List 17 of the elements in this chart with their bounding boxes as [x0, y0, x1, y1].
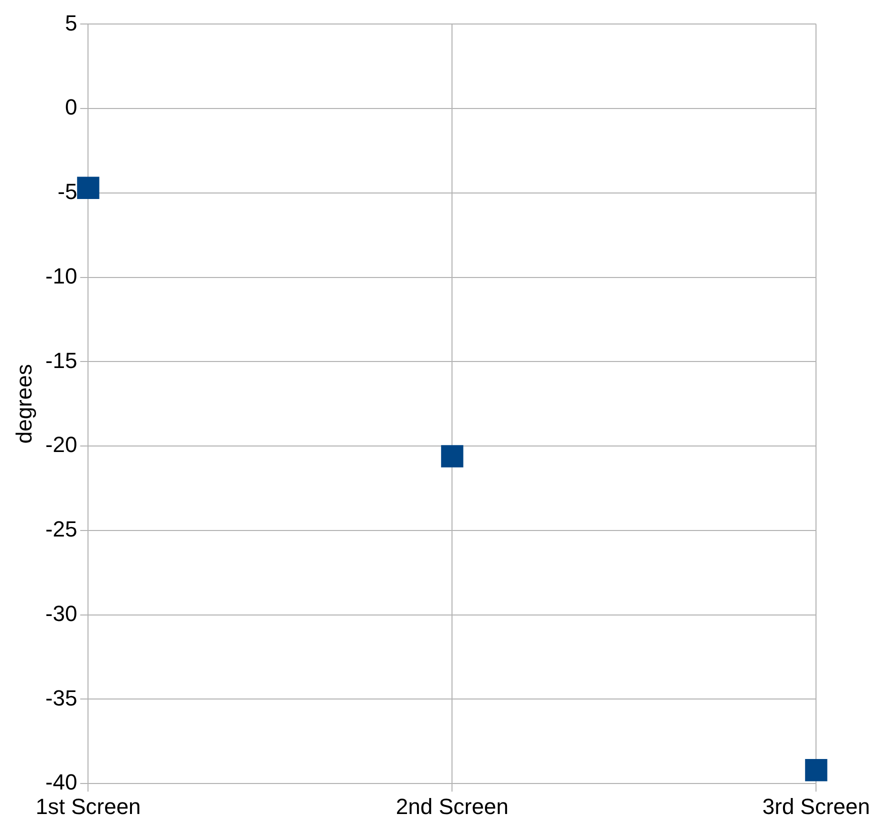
x-tick-label: 1st Screen [36, 794, 141, 819]
y-tick-label: -15 [45, 348, 78, 373]
x-tick-label: 2nd Screen [396, 794, 508, 819]
y-tick-label: -5 [58, 179, 78, 204]
x-tick-label: 3rd Screen [762, 794, 870, 819]
y-tick-label: -35 [45, 685, 78, 710]
y-tick-label: -25 [45, 516, 78, 542]
y-tick-label: 5 [64, 10, 78, 36]
y-tick-label: -10 [45, 263, 78, 288]
y-tick-label: 0 [64, 94, 78, 120]
y-tick-label: -40 [45, 770, 78, 795]
point [805, 758, 828, 782]
y-tick-label: -30 [45, 600, 78, 626]
y-axis-title: degrees [11, 364, 36, 444]
y-tick-label: -20 [45, 432, 78, 458]
point [77, 176, 100, 199]
point [441, 445, 464, 468]
